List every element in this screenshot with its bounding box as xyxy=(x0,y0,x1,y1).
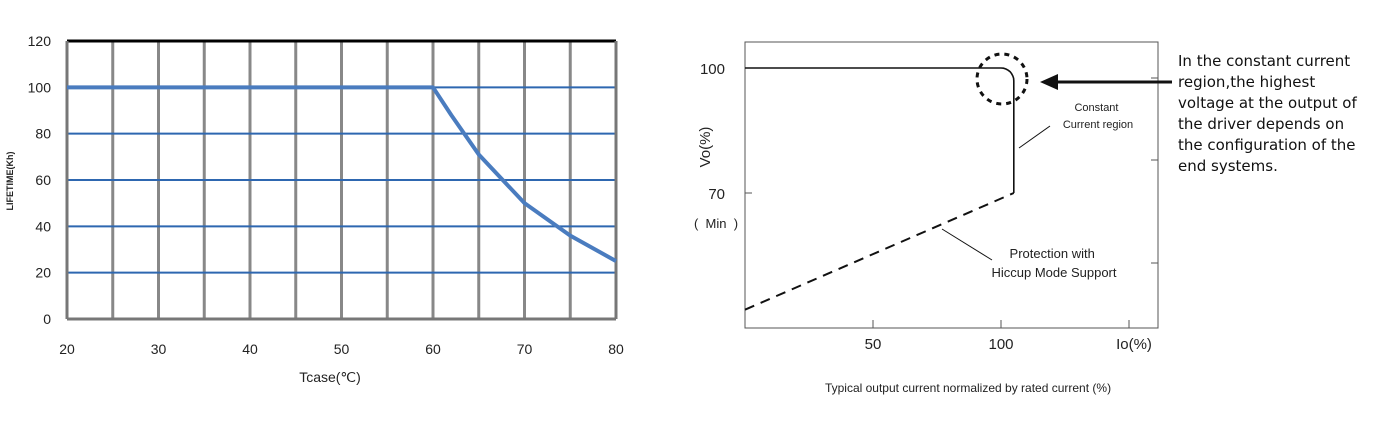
lifetime-x-tick-label: 20 xyxy=(59,341,75,357)
vo-io-x-tick-label: 50 xyxy=(865,336,882,353)
annotation-protection-line-1: Protection with xyxy=(1010,246,1095,261)
lifetime-y-tick-label: 120 xyxy=(28,33,52,49)
lifetime-x-tick-label: 70 xyxy=(517,341,533,357)
vo-io-x-tick-labels: 50 100 xyxy=(865,336,1014,353)
lifetime-y-tick-label: 60 xyxy=(35,172,51,188)
note-line: voltage at the output of xyxy=(1178,94,1357,112)
vo-io-x-axis-end-label: Io(%) xyxy=(1116,336,1152,353)
annotation-constant-current: Constant Current region xyxy=(1063,102,1133,131)
lifetime-x-axis-label: Tcase(℃) xyxy=(299,369,361,385)
vo-io-y-min-label: ( Min ) xyxy=(694,216,738,231)
highlight-arrow xyxy=(1040,74,1172,90)
lifetime-y-tick-label: 100 xyxy=(28,79,52,95)
lifetime-y-tick-labels: 0 20 40 60 80 100 120 xyxy=(28,33,52,327)
lifetime-x-tick-label: 60 xyxy=(425,341,441,357)
note-line: end systems. xyxy=(1178,157,1278,175)
lifetime-y-tick-label: 20 xyxy=(35,265,51,281)
note-line: the driver depends on xyxy=(1178,115,1345,133)
lifetime-y-tick-label: 0 xyxy=(43,311,51,327)
lifetime-x-tick-labels: 20 30 40 50 60 70 80 xyxy=(59,341,624,357)
vo-io-y-tick-labels: 100 70 xyxy=(700,61,725,203)
vo-io-solid-curve xyxy=(745,67,1015,193)
annotation-constant-current-line-2: Current region xyxy=(1063,119,1133,131)
note-line: region,the highest xyxy=(1178,73,1316,91)
explanatory-note: In the constant current region,the highe… xyxy=(1178,51,1396,177)
lifetime-y-tick-label: 80 xyxy=(35,126,51,142)
protection-pointer xyxy=(941,228,993,261)
vo-io-y-tick-label: 70 xyxy=(708,186,725,203)
lifetime-x-tick-label: 80 xyxy=(608,341,624,357)
vo-io-chart: 50 100 100 70 ( Min ) Io(%) Vo(%) Typical … xyxy=(694,41,1172,395)
highlight-circle xyxy=(975,52,1029,106)
vo-io-y-tick-label: 100 xyxy=(700,61,725,78)
lifetime-x-tick-label: 40 xyxy=(242,341,258,357)
lifetime-x-tick-label: 50 xyxy=(334,341,350,357)
lifetime-y-tick-label: 40 xyxy=(35,218,51,234)
vo-io-y-axis-label: Vo(%) xyxy=(697,127,714,168)
vo-io-dashed-protection-line xyxy=(744,192,1015,311)
annotation-protection: Protection with Hiccup Mode Support xyxy=(991,246,1116,280)
annotation-protection-line-2: Hiccup Mode Support xyxy=(991,265,1116,280)
constant-current-pointer xyxy=(1018,125,1051,149)
note-line: In the constant current xyxy=(1178,52,1351,70)
vo-io-plot-frame xyxy=(744,41,1159,329)
lifetime-x-tick-label: 30 xyxy=(151,341,167,357)
lifetime-plot-frame xyxy=(65,39,618,321)
lifetime-y-axis-label: LIFETIME(Kh) xyxy=(5,152,15,211)
lifetime-series-line xyxy=(67,85,617,263)
note-line: the configuration of the xyxy=(1178,136,1356,154)
vo-io-x-axis-label: Typical output current normalized by rat… xyxy=(825,381,1111,395)
vo-io-x-tick-label: 100 xyxy=(988,336,1013,353)
annotation-constant-current-line-1: Constant xyxy=(1074,102,1118,114)
